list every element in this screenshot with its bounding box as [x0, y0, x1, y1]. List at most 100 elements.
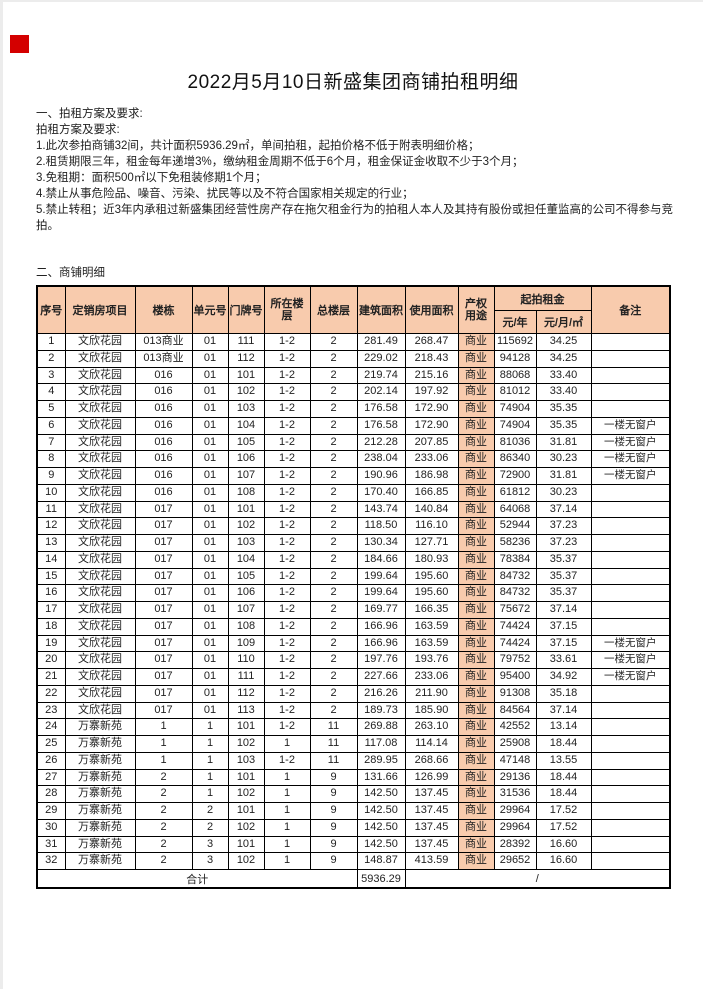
- table-cell: 20: [36, 651, 66, 669]
- table-cell: 01: [191, 349, 229, 368]
- table-cell: 9: [309, 802, 358, 820]
- table-cell: 101: [227, 768, 265, 787]
- table-cell: 148.87: [356, 852, 406, 870]
- table-cell: 11: [309, 735, 358, 753]
- table-cell: 商业: [457, 701, 495, 720]
- table-cell: 18.44: [535, 735, 592, 753]
- table-row: 12 文欣花园 017 01 102 1-2 2 118.50 116.10 商业 52944 37.…: [36, 517, 671, 535]
- table-cell: 7: [36, 433, 66, 452]
- table-cell: 商业: [457, 416, 495, 435]
- table-cell: 101: [227, 835, 265, 854]
- table-cell: 207.85: [404, 433, 459, 452]
- table-cell: 文欣花园: [64, 400, 136, 418]
- table-cell: 01: [191, 701, 229, 720]
- table-cell: 37.23: [535, 517, 592, 535]
- table-cell: 37.14: [535, 701, 592, 720]
- table-cell: 35.37: [535, 584, 592, 602]
- table-cell: 013商业: [134, 333, 193, 351]
- table-cell: 1-2: [263, 584, 311, 602]
- table-cell: 商业: [457, 617, 495, 636]
- table-cell: 文欣花园: [64, 433, 136, 452]
- table-cell: 一楼无窗户: [590, 433, 671, 452]
- table-cell: 文欣花园: [64, 366, 136, 385]
- table-cell: 013商业: [134, 349, 193, 368]
- table-cell: 111: [227, 668, 265, 686]
- total-slash: /: [404, 869, 671, 889]
- table-cell: 18.44: [535, 785, 592, 803]
- table-cell: 101: [227, 802, 265, 820]
- table-cell: [590, 333, 671, 351]
- table-cell: 1-2: [263, 751, 311, 770]
- table-cell: 1: [36, 333, 66, 351]
- table-cell: 229.02: [356, 349, 406, 368]
- table-cell: 文欣花园: [64, 550, 136, 569]
- table-cell: 017: [134, 584, 193, 602]
- table-cell: 86340: [493, 450, 537, 468]
- table-cell: 3: [191, 852, 229, 870]
- table-cell: 268.47: [404, 333, 459, 351]
- table-cell: 105: [227, 433, 265, 452]
- table-cell: 102: [227, 517, 265, 535]
- table-cell: 112: [227, 684, 265, 703]
- table-cell: 74424: [493, 617, 537, 636]
- table-cell: 211.90: [404, 684, 459, 703]
- table-cell: 113: [227, 701, 265, 720]
- table-cell: 107: [227, 467, 265, 485]
- table-cell: 万寨新苑: [64, 818, 136, 837]
- table-cell: 万寨新苑: [64, 735, 136, 753]
- table-cell: 61812: [493, 483, 537, 502]
- table-cell: 163.59: [404, 617, 459, 636]
- table-cell: 2: [191, 802, 229, 820]
- table-row: 32 万寨新苑 2 3 102 1 9 148.87 413.59 商业 29652 16.60: [36, 852, 671, 870]
- table-cell: 1: [191, 785, 229, 803]
- table-cell: 2: [134, 785, 193, 803]
- table-row: 14 文欣花园 017 01 104 1-2 2 184.66 180.93 商业 78384 35.…: [36, 550, 671, 569]
- table-cell: 1-2: [263, 651, 311, 669]
- table-cell: 102: [227, 785, 265, 803]
- table-cell: 017: [134, 617, 193, 636]
- col-property-use: 产权 用途: [457, 285, 495, 334]
- table-cell: 11: [36, 500, 66, 519]
- terms-line: 拍租方案及要求:: [36, 124, 120, 136]
- table-cell: 26: [36, 751, 66, 770]
- table-cell: 11: [309, 751, 358, 770]
- table-row: 6 文欣花园 016 01 104 1-2 2 176.58 172.90 商业 74904 35.3…: [36, 416, 671, 435]
- table-cell: 9: [309, 852, 358, 870]
- table-cell: 101: [227, 500, 265, 519]
- table-cell: 30: [36, 818, 66, 837]
- table-cell: 商业: [457, 735, 495, 753]
- table-cell: [590, 500, 671, 519]
- table-cell: 3: [36, 366, 66, 385]
- table-cell: 万寨新苑: [64, 718, 136, 736]
- table-cell: 01: [191, 534, 229, 552]
- table-cell: 212.28: [356, 433, 406, 452]
- table-cell: 商业: [457, 500, 495, 519]
- table-cell: 1: [263, 785, 311, 803]
- table-cell: 商业: [457, 366, 495, 385]
- table-cell: 172.90: [404, 416, 459, 435]
- table-cell: 1: [134, 751, 193, 770]
- table-cell: 102: [227, 818, 265, 837]
- table-cell: 商业: [457, 534, 495, 552]
- table-cell: 1-2: [263, 718, 311, 736]
- table-cell: 商业: [457, 668, 495, 686]
- col-property-use-line1: 产权: [465, 298, 487, 310]
- table-cell: 1: [263, 818, 311, 837]
- table-cell: 166.96: [356, 634, 406, 653]
- table-cell: 29964: [493, 818, 537, 837]
- table-cell: 商业: [457, 349, 495, 368]
- table-cell: 1-2: [263, 684, 311, 703]
- table-cell: 79752: [493, 651, 537, 669]
- table-cell: 01: [191, 500, 229, 519]
- table-cell: 47148: [493, 751, 537, 770]
- table-cell: 一楼无窗户: [590, 651, 671, 669]
- table-row: 5 文欣花园 016 01 103 1-2 2 176.58 172.90 商业 74904 35.3…: [36, 400, 671, 418]
- table-cell: 52944: [493, 517, 537, 535]
- table-cell: 104: [227, 416, 265, 435]
- table-cell: 016: [134, 467, 193, 485]
- table-header: 序号 定销房项目 楼栋 单元号 门牌号 所在楼 层 总楼层 建筑面积 使用面积 …: [36, 285, 671, 334]
- table-cell: 238.04: [356, 450, 406, 468]
- table-cell: [590, 483, 671, 502]
- table-cell: 143.74: [356, 500, 406, 519]
- table-cell: 35.18: [535, 684, 592, 703]
